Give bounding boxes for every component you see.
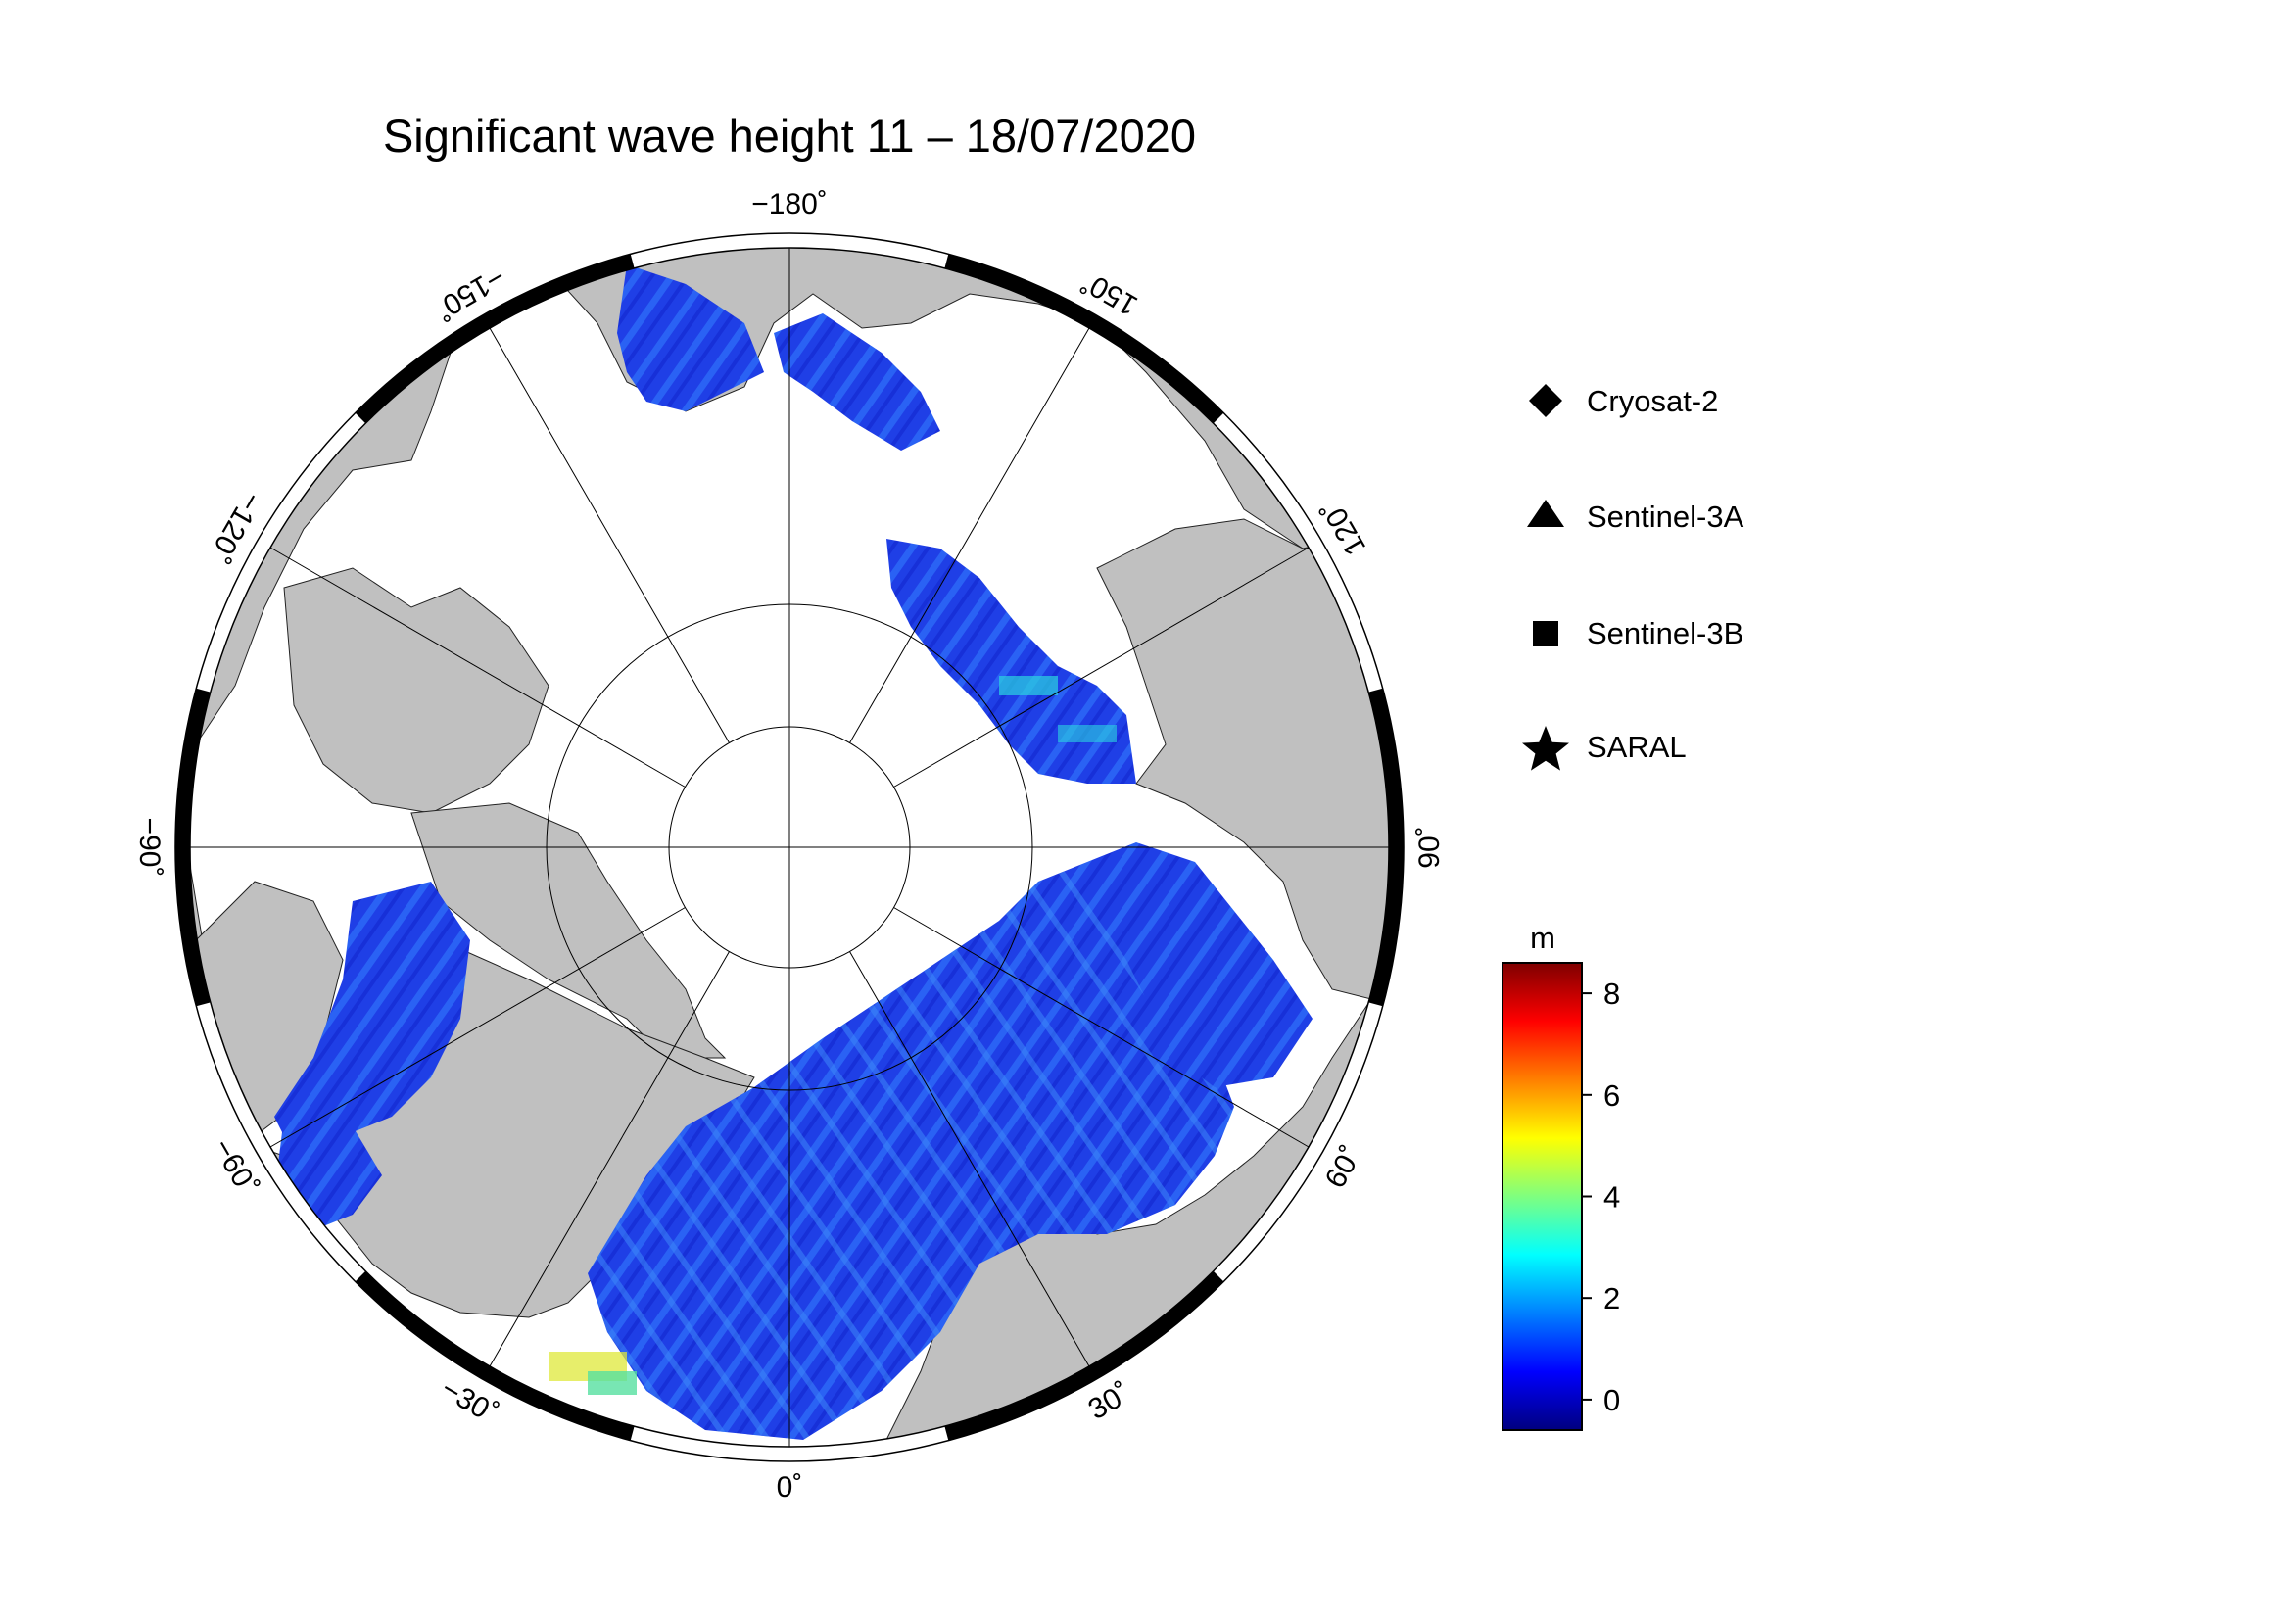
meridians <box>190 248 1389 1447</box>
frame-segment <box>355 254 635 424</box>
longitude-label: −90˚ <box>133 818 166 878</box>
swh-swath-laptev-sea <box>886 539 1136 784</box>
longitude-label: −180˚ <box>751 188 828 220</box>
legend-label-sentinel-3a: Sentinel-3A <box>1587 500 1744 534</box>
graticule <box>190 248 1389 1447</box>
square-icon <box>1533 621 1558 646</box>
colorbar-tick-label: 0 <box>1603 1383 1620 1417</box>
frame-segments <box>175 254 1404 1441</box>
map-title: Significant wave height 11 – 18/07/2020 <box>383 110 1196 162</box>
frame-segment <box>944 1270 1224 1441</box>
frame-segment <box>355 1270 635 1441</box>
colorbar-tick-label: 8 <box>1603 977 1620 1011</box>
meridian-line <box>489 951 730 1367</box>
swh-high-patch-2 <box>588 1371 637 1395</box>
legend-label-cryosat: Cryosat-2 <box>1587 384 1718 418</box>
legend-item-sentinel-3a: Sentinel-3A <box>1527 500 1744 534</box>
diamond-icon <box>1529 384 1562 417</box>
longitude-label: 60˚ <box>1319 1141 1368 1194</box>
meridian-line <box>849 951 1090 1367</box>
legend-item-sentinel-3b: Sentinel-3B <box>1533 616 1743 650</box>
legend-label-saral: SARAL <box>1587 730 1687 764</box>
frame-segment <box>175 688 211 1007</box>
colorbar-tick-label: 6 <box>1603 1078 1620 1113</box>
longitude-label: 0˚ <box>777 1471 803 1504</box>
legend-label-sentinel-3b: Sentinel-3B <box>1587 616 1743 650</box>
longitude-label: −60˚ <box>207 1133 264 1201</box>
meridian-line <box>269 907 686 1148</box>
colorbar: m 0 2 4 6 8 <box>1502 921 1620 1431</box>
frame-segment <box>944 254 1224 424</box>
land-canadian-archipelago <box>283 567 549 814</box>
swh-swath-north-atlantic-overlay <box>588 862 1234 1440</box>
colorbar-ticks: 0 2 4 6 8 <box>1582 977 1620 1417</box>
meridian-line <box>893 907 1310 1148</box>
polar-map: −180˚150˚120˚90˚60˚30˚0˚−30˚−60˚−90˚−120… <box>133 188 1446 1504</box>
meridian-line <box>893 547 1310 788</box>
frame-segment <box>1368 688 1404 1007</box>
star-icon <box>1522 726 1569 771</box>
map-frame <box>174 232 1405 1462</box>
swh-swath-kara-sea <box>1087 842 1313 1087</box>
colorbar-tick-label: 2 <box>1603 1281 1620 1315</box>
longitude-label: −120˚ <box>202 486 267 568</box>
meridian-line <box>849 327 1090 743</box>
longitude-label: 90˚ <box>1413 826 1446 868</box>
swh-moderate-patch-2 <box>1058 725 1117 742</box>
swh-swath-baffin-bay <box>274 882 470 1156</box>
colorbar-gradient <box>1502 962 1583 1431</box>
land-ellesmere-greenland-north <box>410 802 727 1059</box>
meridian-line <box>269 547 686 788</box>
longitude-label: 30˚ <box>1083 1377 1136 1426</box>
swh-swath-beaufort <box>617 264 764 411</box>
swh-swath-east-siberian <box>774 313 940 451</box>
meridian-line <box>489 327 730 743</box>
colorbar-unit: m <box>1530 921 1555 955</box>
longitude-label: 120˚ <box>1315 494 1373 561</box>
triangle-icon <box>1527 500 1564 527</box>
satellite-legend: Cryosat-2 Sentinel-3A Sentinel-3B SARAL <box>1522 384 1744 771</box>
legend-item-saral: SARAL <box>1522 726 1687 771</box>
swh-moderate-patch-1 <box>999 676 1058 695</box>
legend-item-cryosat: Cryosat-2 <box>1529 384 1718 418</box>
colorbar-tick-label: 4 <box>1603 1180 1620 1215</box>
land-siberia-east <box>1096 518 1389 1000</box>
